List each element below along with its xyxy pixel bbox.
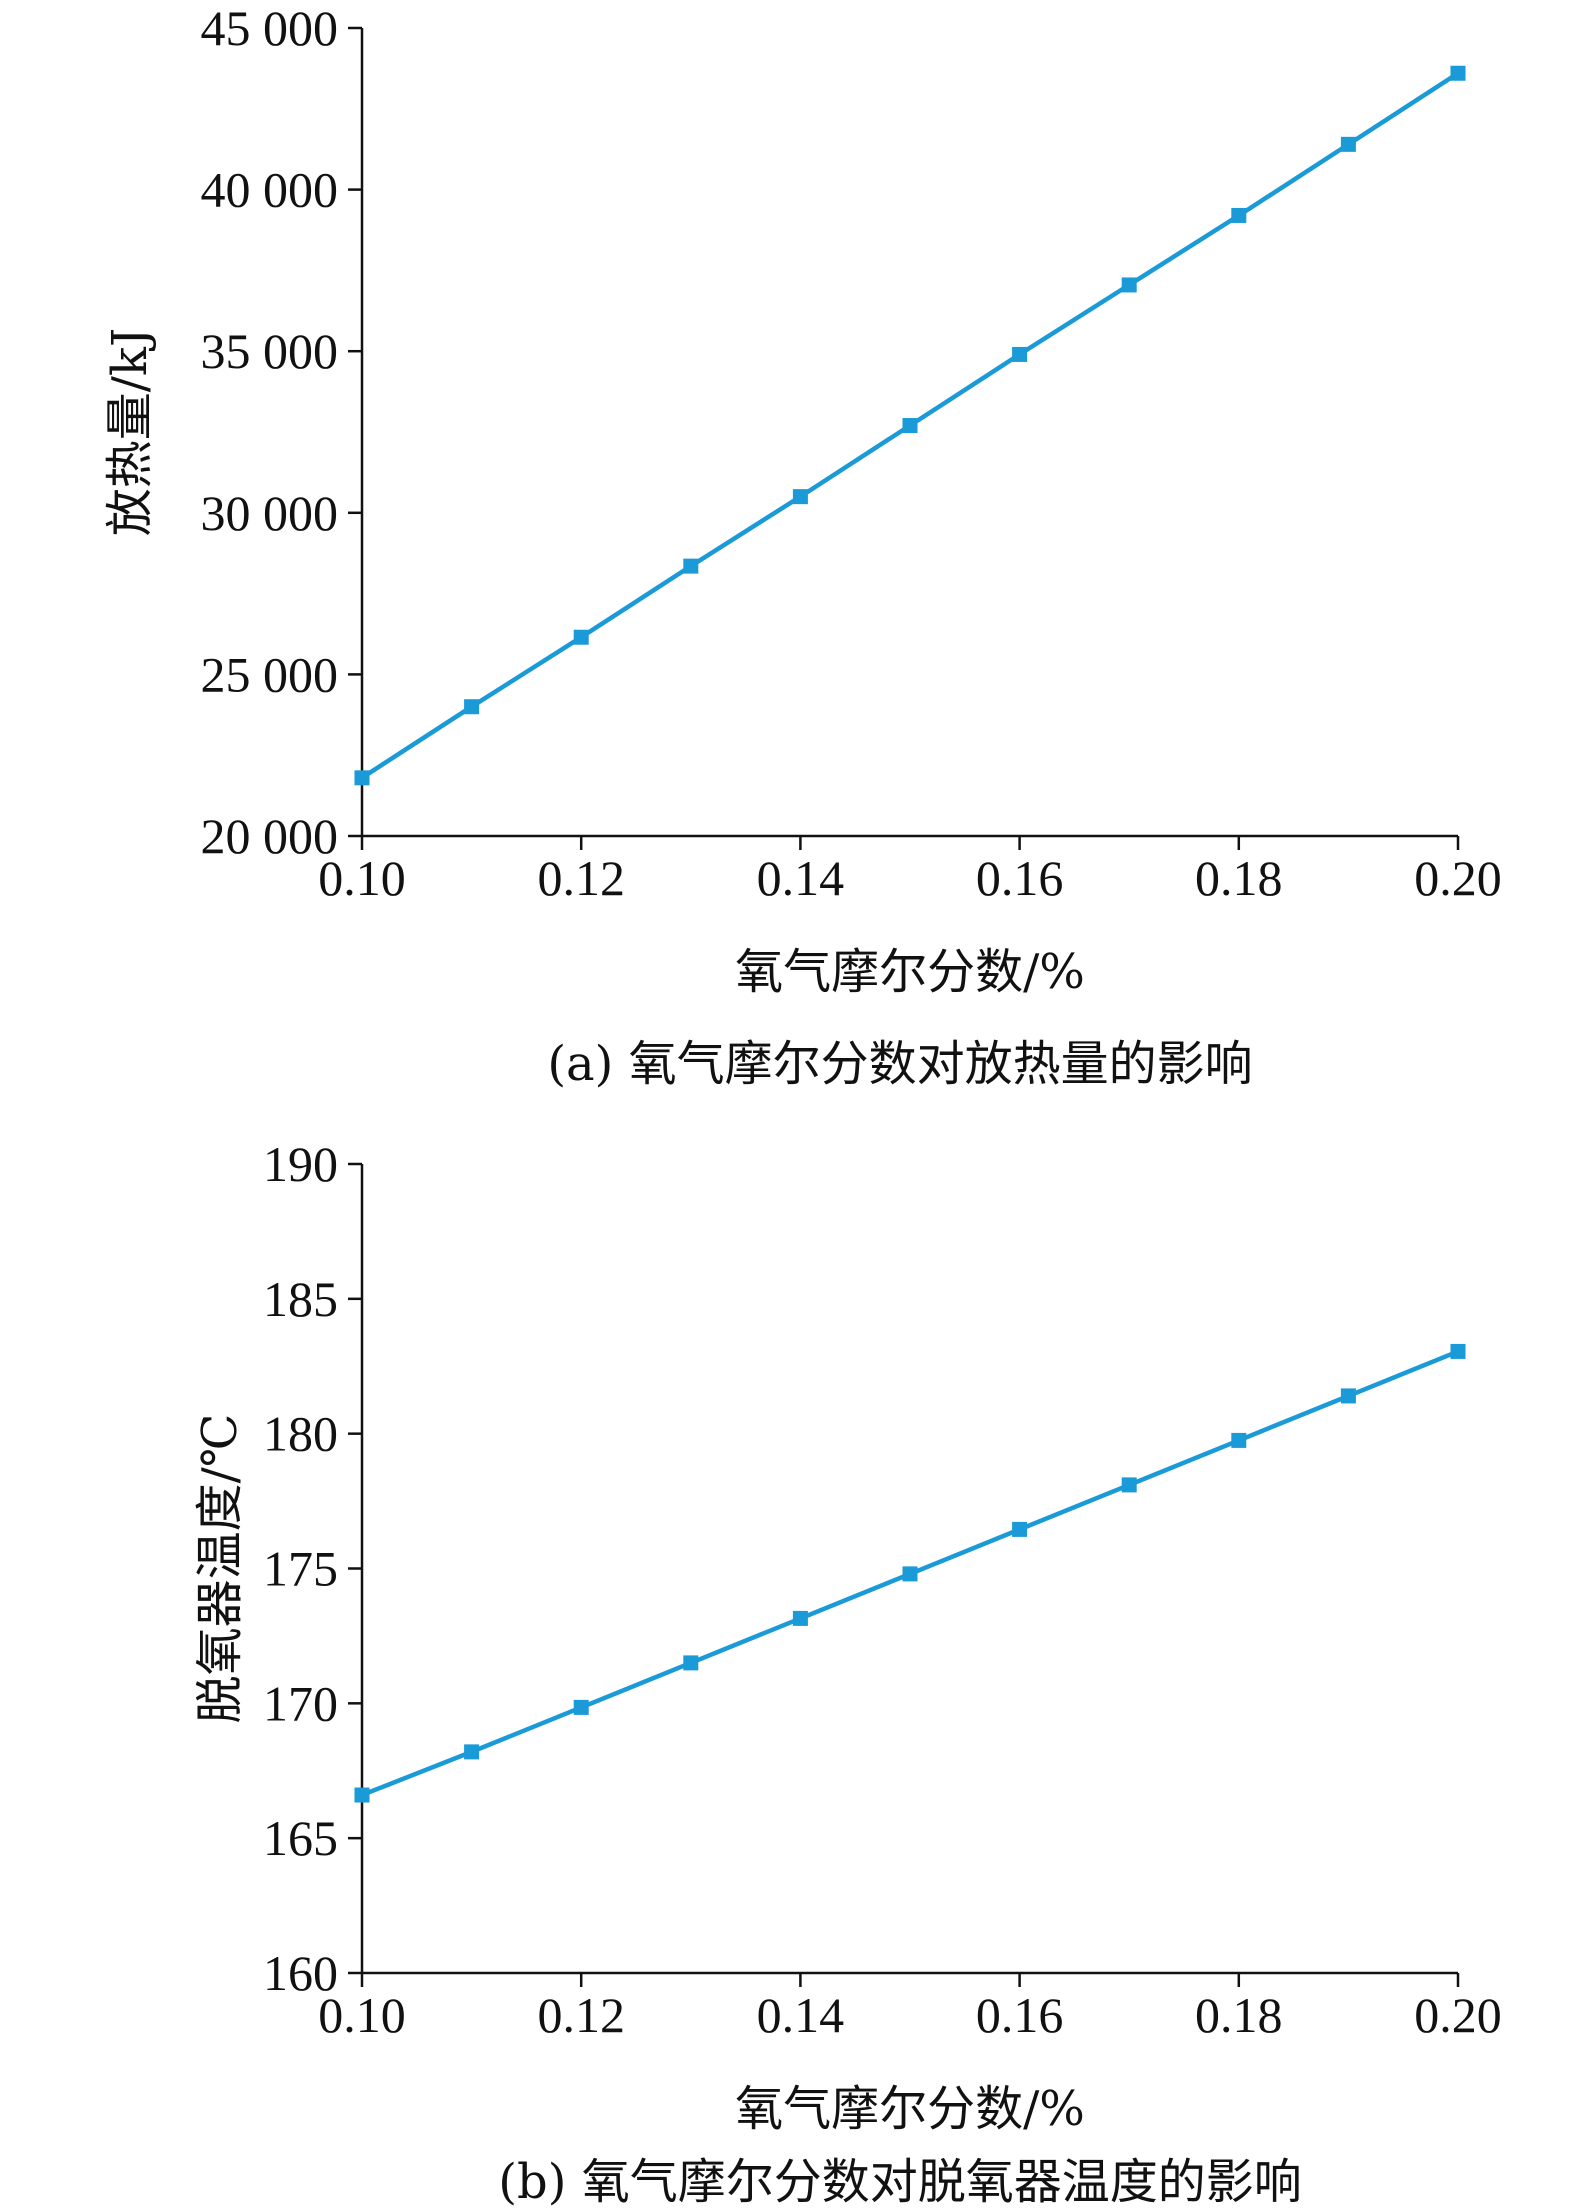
- b-y-axis-title: 脱氧器温度/℃: [192, 1414, 248, 1724]
- b-data-point: [1121, 1477, 1137, 1493]
- b-data-point: [792, 1610, 808, 1626]
- b-data-point: [464, 1744, 480, 1760]
- b-y-tick-label: 185: [263, 1271, 338, 1327]
- b-x-tick-label: 0.14: [757, 1987, 845, 2043]
- a-x-tick-label: 0.20: [1414, 850, 1502, 906]
- chart-a-heat-release: 20 000 25 000 30 000 35 000 40 000 45 000 0.10…: [102, 0, 1502, 1092]
- b-x-tick-label: 0.16: [976, 1987, 1064, 2043]
- a-data-point: [1012, 346, 1028, 362]
- b-data-point: [1340, 1388, 1356, 1404]
- b-data-point: [1012, 1521, 1028, 1537]
- a-data-point: [902, 418, 918, 434]
- b-data-point: [1231, 1432, 1247, 1448]
- a-x-tick-label: 0.16: [976, 850, 1064, 906]
- b-y-tick-label: 165: [263, 1810, 338, 1866]
- a-data-point: [792, 489, 808, 505]
- b-x-axis-title: 氧气摩尔分数/%: [735, 2081, 1085, 2137]
- a-data-point: [1121, 277, 1137, 293]
- a-data-point: [1450, 65, 1466, 81]
- b-y-tick-label: 160: [263, 1945, 338, 2001]
- b-x-tick-label: 0.20: [1414, 1987, 1502, 2043]
- a-x-tick-label: 0.18: [1195, 850, 1283, 906]
- a-data-point: [683, 558, 699, 574]
- b-data-point: [573, 1699, 589, 1715]
- a-y-tick-label: 25 000: [201, 646, 339, 702]
- a-y-tick-label: 20 000: [201, 808, 339, 864]
- a-x-tick-label: 0.14: [757, 850, 845, 906]
- b-x-tick-label: 0.18: [1195, 1987, 1283, 2043]
- a-data-point: [573, 629, 589, 645]
- chart-b-deoxidizer-temperature: 160 165 170 175 180 185 190 0.10 0.12 0.14 0.16 0.1…: [192, 1136, 1502, 2209]
- a-data-point: [354, 770, 370, 786]
- a-data-point: [464, 699, 480, 715]
- b-data-point: [683, 1655, 699, 1671]
- b-x-tick-label: 0.12: [537, 1987, 625, 2043]
- a-y-tick-label: 45 000: [201, 0, 339, 56]
- a-y-tick-label: 40 000: [201, 162, 339, 218]
- a-x-tick-label: 0.10: [318, 850, 406, 906]
- a-data-point: [1231, 207, 1247, 223]
- a-caption: (a) 氧气摩尔分数对放热量的影响: [547, 1036, 1252, 1092]
- b-y-tick-label: 175: [263, 1541, 338, 1597]
- b-y-tick-label: 190: [263, 1136, 338, 1192]
- b-data-point: [354, 1787, 370, 1803]
- b-y-tick-label: 180: [263, 1406, 338, 1462]
- b-caption: (b) 氧气摩尔分数对脱氧器温度的影响: [498, 2154, 1301, 2209]
- a-x-axis-title: 氧气摩尔分数/%: [735, 944, 1085, 1000]
- b-data-point: [902, 1566, 918, 1582]
- b-x-tick-label: 0.10: [318, 1987, 406, 2043]
- b-data-point: [1450, 1343, 1466, 1359]
- a-y-tick-label: 30 000: [201, 485, 339, 541]
- a-y-axis-title: 放热量/kJ: [102, 328, 158, 537]
- a-x-tick-label: 0.12: [537, 850, 625, 906]
- b-y-tick-label: 170: [263, 1675, 338, 1731]
- a-data-point: [1340, 136, 1356, 152]
- a-y-tick-label: 35 000: [201, 323, 339, 379]
